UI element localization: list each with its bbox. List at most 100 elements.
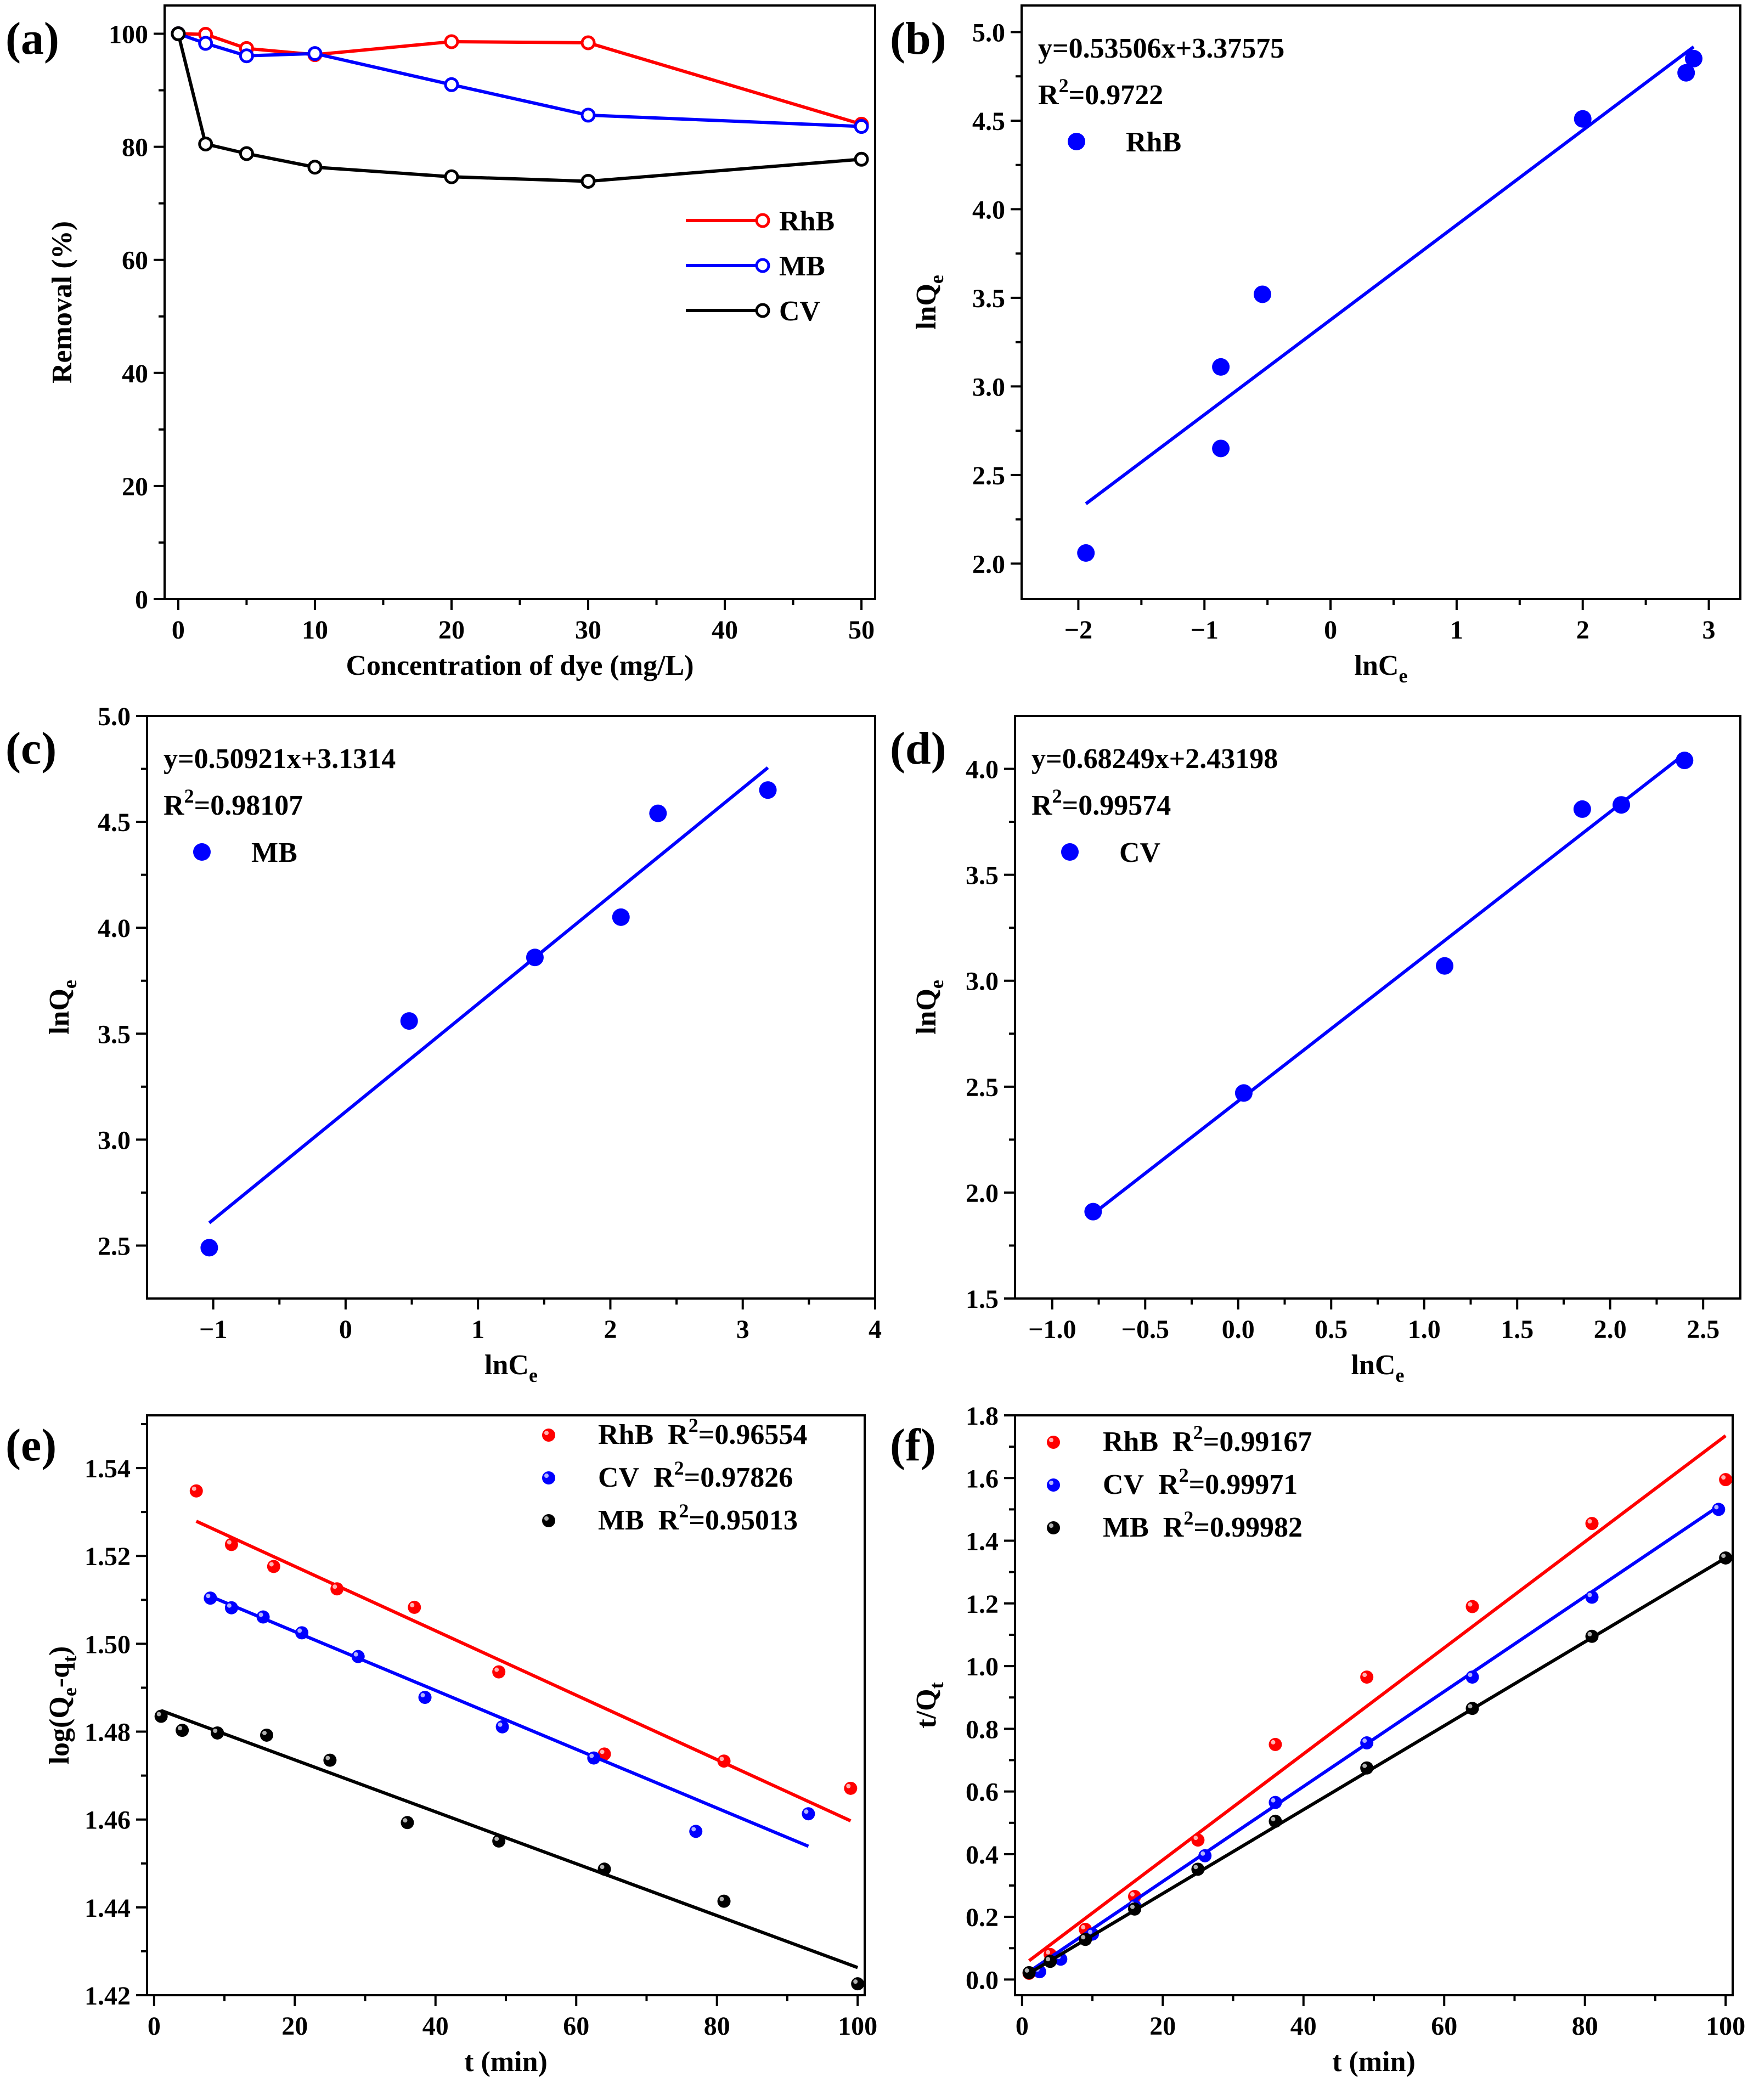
- data-point-RhB: [1268, 1737, 1282, 1751]
- data-point-CV: [1573, 800, 1591, 818]
- data-point-highlight: [1468, 1602, 1473, 1607]
- data-point-CV: [689, 1825, 703, 1838]
- data-point-highlight: [1714, 1505, 1719, 1510]
- x-axis-label-sub: e: [529, 1364, 538, 1386]
- data-point-MB: [597, 1862, 611, 1876]
- panel-c: (c) −1 0 1 2 3 4 2.5 3.0 3.5 4.0 4.5 5.0 lnCe lnQe y=0.…: [5, 702, 882, 1386]
- data-point-highlight: [804, 1809, 809, 1814]
- data-point-RhB: [1212, 358, 1230, 376]
- data-point-MB: [1268, 1814, 1282, 1828]
- y-axis-label-mid: -q: [44, 1662, 75, 1687]
- r-squared-value: =0.99574: [1062, 790, 1171, 821]
- r-squared-sup: 2: [679, 1500, 689, 1522]
- y-tick-label: 4.0: [98, 914, 131, 943]
- fit-line-MB: [1028, 1556, 1727, 1975]
- data-point-MB: [1022, 1966, 1036, 1979]
- x-tick-label: 40: [712, 616, 738, 645]
- y-tick-label: 3.0: [98, 1126, 131, 1155]
- data-point-RhB: [717, 1754, 731, 1768]
- data-point-CV: [256, 1610, 270, 1624]
- data-point-RhB: [1360, 1670, 1374, 1684]
- y-axis-label: lnQe: [44, 980, 81, 1035]
- data-point-MB: [759, 781, 777, 799]
- y-tick-label: 0.6: [966, 1778, 999, 1807]
- x-tick-label: 1.5: [1501, 1315, 1534, 1344]
- r-squared-value: =0.99982: [1193, 1512, 1303, 1543]
- data-point-MB: [1128, 1902, 1141, 1916]
- x-axis-label: lnCe: [1351, 1350, 1405, 1386]
- data-point-highlight: [297, 1628, 302, 1633]
- legend-label-MB: MB R2=0.99982: [1103, 1507, 1303, 1543]
- data-point-CV: [1676, 752, 1694, 770]
- y-tick-label: 4.0: [966, 755, 999, 784]
- data-point-MB: [401, 1816, 414, 1830]
- data-point-highlight: [1362, 1673, 1367, 1678]
- data-point-highlight: [1024, 1968, 1029, 1973]
- data-point-highlight: [1088, 1929, 1093, 1934]
- data-point-highlight: [600, 1865, 605, 1870]
- y-tick-label: 4.5: [98, 808, 131, 837]
- panel-label: (d): [890, 723, 946, 774]
- data-point-RhB: [492, 1665, 506, 1679]
- x-tick-label: 0.0: [1222, 1315, 1255, 1344]
- data-point-highlight: [494, 1836, 499, 1841]
- data-point-MB: [176, 1724, 189, 1737]
- x-tick-label: 0: [148, 2012, 161, 2041]
- y-tick-label: 2.0: [972, 550, 1005, 579]
- panel-label: (b): [890, 13, 946, 64]
- data-point-CV: [1234, 1084, 1253, 1102]
- x-tick-label: 1: [1450, 616, 1463, 645]
- y-tick-label: 1.52: [84, 1542, 131, 1571]
- data-point-CV: [444, 169, 459, 184]
- fit-line-RhB: [1028, 1434, 1727, 1962]
- legend-marker-highlight: [1049, 1523, 1053, 1528]
- y-axis-label: lnQe: [911, 980, 948, 1035]
- legend-marker-highlight: [544, 1516, 549, 1521]
- x-tick-label: 3: [1702, 616, 1716, 645]
- fit-equation: y=0.68249x+2.43198: [1031, 743, 1278, 775]
- y-tick-label: 1.8: [966, 1402, 999, 1431]
- x-tick-label: 20: [1149, 2012, 1176, 2041]
- fit-line-CV: [210, 1595, 809, 1848]
- panel-a: (a) 0 10 20 30 40 50 0 20 40 60 80 100 Concentration …: [5, 4, 876, 681]
- y-axis-label-sub: e: [59, 1687, 81, 1696]
- y-tick-label: 2.5: [972, 461, 1005, 490]
- x-tick-label: 30: [575, 616, 601, 645]
- data-point-CV: [204, 1591, 217, 1605]
- y-axis-label-sub: t: [926, 1682, 948, 1689]
- y-tick-label: 3.5: [98, 1020, 131, 1049]
- y-tick-label: 1.50: [84, 1630, 131, 1659]
- data-point-highlight: [1081, 1935, 1086, 1940]
- data-point-highlight: [213, 1728, 218, 1733]
- y-axis-label: lnQe: [911, 275, 948, 330]
- legend-marker-RhB: [1047, 1436, 1060, 1449]
- data-point-highlight: [1587, 1632, 1592, 1636]
- data-point-MB: [717, 1894, 731, 1908]
- x-tick-label: −1: [1191, 616, 1219, 645]
- data-point-CV: [587, 1751, 601, 1765]
- plot-frame: [1021, 4, 1741, 600]
- x-tick-label: 40: [422, 2012, 449, 2041]
- data-point-highlight: [1193, 1865, 1198, 1870]
- data-point-CV: [1613, 796, 1631, 814]
- legend-label-CV: CV R2=0.97826: [598, 1457, 793, 1493]
- data-point-highlight: [1271, 1798, 1276, 1803]
- data-point-highlight: [258, 1612, 263, 1617]
- data-point-highlight: [1721, 1475, 1726, 1480]
- y-tick-label: 5.0: [98, 702, 131, 731]
- fit-line: [1092, 753, 1686, 1216]
- y-tick-label: 4.5: [972, 107, 1005, 136]
- data-point-highlight: [719, 1757, 724, 1762]
- legend-marker-MB: [755, 258, 770, 273]
- fit-line-RhB: [195, 1520, 852, 1822]
- y-tick-label: 100: [109, 20, 148, 49]
- y-tick-label: 40: [122, 359, 148, 388]
- y-tick-label: 4.0: [972, 195, 1005, 224]
- data-point-MB: [612, 908, 630, 926]
- r-squared-value: =0.95013: [689, 1505, 798, 1536]
- x-axis-label: lnCe: [1355, 650, 1408, 687]
- y-tick-label: 80: [122, 133, 148, 162]
- data-point-highlight: [1046, 1957, 1051, 1962]
- data-point-CV: [854, 151, 869, 167]
